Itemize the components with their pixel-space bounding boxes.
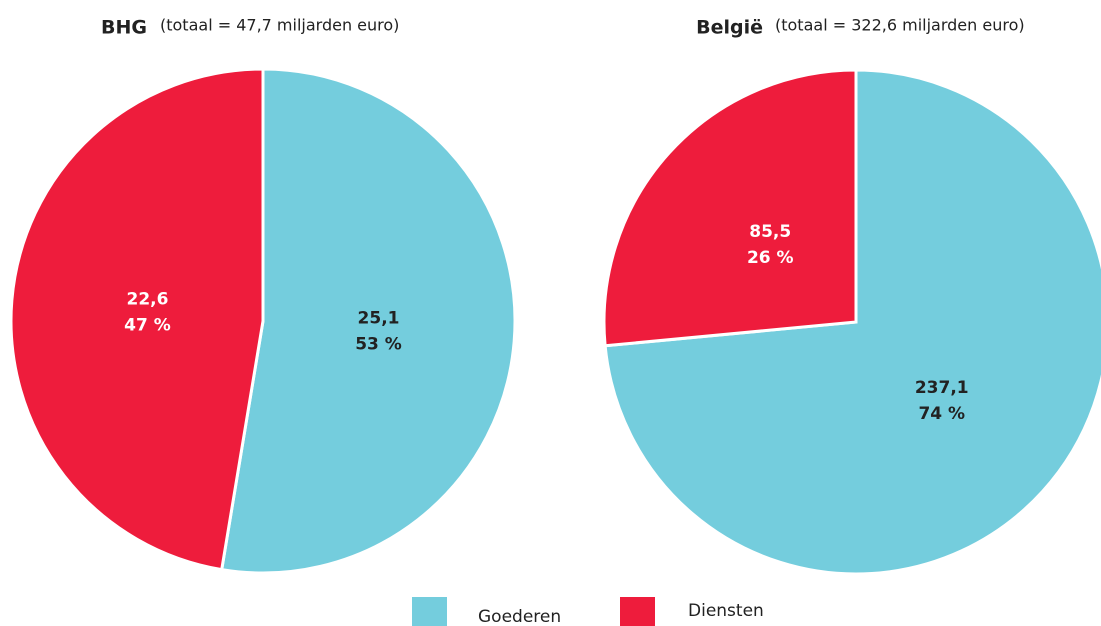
legend-swatch — [620, 597, 655, 626]
legend-swatch — [412, 597, 447, 626]
pie-slice — [9, 67, 265, 572]
percent-label: 26 % — [747, 248, 794, 268]
percent-label: 74 % — [918, 404, 965, 424]
percent-label: 53 % — [355, 335, 402, 355]
chart-title: BHG — [101, 17, 147, 39]
chart-subtitle: (totaal = 47,7 miljarden euro) — [160, 16, 399, 35]
chart-subtitle: (totaal = 322,6 miljarden euro) — [775, 16, 1025, 35]
legend-label: Goederen — [478, 607, 561, 626]
value-label: 237,1 — [915, 378, 969, 398]
pie-slice — [602, 68, 858, 348]
pie-slice — [219, 67, 517, 575]
value-label: 85,5 — [749, 222, 791, 242]
value-label: 25,1 — [358, 309, 400, 329]
legend-label: Diensten — [688, 601, 764, 621]
pie-slice — [603, 68, 1101, 576]
percent-label: 47 % — [124, 315, 171, 335]
chart-title: België — [696, 17, 763, 39]
value-label: 22,6 — [126, 289, 168, 309]
